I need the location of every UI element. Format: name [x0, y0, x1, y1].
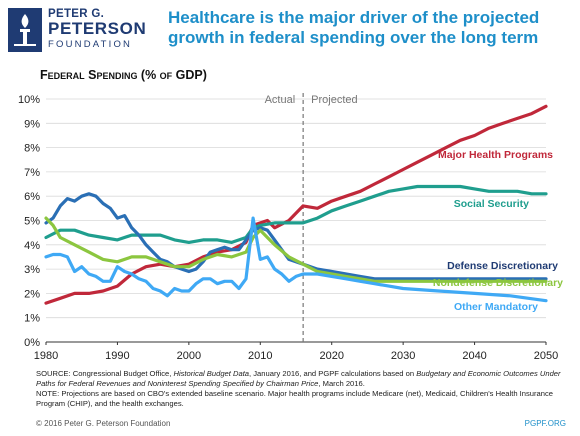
torch-logo-icon: [8, 8, 42, 52]
copyright: © 2016 Peter G. Peterson Foundation: [36, 419, 171, 428]
actual-label: Actual: [265, 94, 296, 106]
site-link[interactable]: PGPF.ORG: [524, 419, 566, 428]
source-prefix: SOURCE: Congressional Budget Office,: [36, 369, 174, 378]
x-tick-label: 2000: [177, 350, 201, 362]
y-tick-label: 3%: [24, 264, 40, 276]
headline: Healthcare is the major driver of the pr…: [168, 8, 540, 47]
peterson-foundation-logo: PETER G. PETERSON FOUNDATION: [8, 8, 158, 58]
x-tick-label: 2040: [462, 350, 486, 362]
source-line: SOURCE: Congressional Budget Office, His…: [36, 369, 572, 389]
logo-line1: PETER G.: [48, 8, 105, 20]
x-tick-label: 2020: [319, 350, 343, 362]
source-suffix: , March 2016.: [318, 379, 365, 388]
y-tick-label: 5%: [24, 216, 40, 228]
series-label-defense-discretionary: Defense Discretionary: [447, 260, 558, 272]
y-tick-label: 1%: [24, 313, 40, 325]
x-tick-label: 1980: [34, 350, 58, 362]
projected-label: Projected: [311, 94, 357, 106]
series-label-social-security: Social Security: [454, 198, 529, 210]
logo-line3: FOUNDATION: [48, 39, 133, 50]
series-label-other-mandatory: Other Mandatory: [454, 301, 538, 313]
source-title-1: Historical Budget Data: [173, 369, 250, 378]
note-line: NOTE: Projections are based on CBO's ext…: [36, 389, 554, 408]
source-mid: , January 2016, and PGPF calculations ba…: [249, 369, 417, 378]
x-tick-label: 2050: [534, 350, 558, 362]
y-tick-label: 9%: [24, 118, 40, 130]
series-line-social-security: [44, 184, 548, 244]
source-title-2: Budgetary and Economic Outcomes Under Pa…: [36, 369, 561, 388]
y-tick-label: 8%: [24, 143, 40, 155]
series-label-major-health-programs: Major Health Programs: [438, 149, 553, 161]
y-tick-label: 0%: [24, 337, 40, 349]
series-label-nondefense-discretionary: Nondefense Discretionary: [433, 277, 563, 289]
series-line-nondefense-discretionary: [44, 216, 548, 283]
series-line-defense-discretionary: [44, 192, 548, 281]
y-tick-label: 4%: [24, 240, 40, 252]
chart-title: Federal Spending (% of GDP): [40, 68, 207, 82]
y-tick-label: 7%: [24, 167, 40, 179]
y-tick-label: 6%: [24, 191, 40, 203]
y-tick-label: 2%: [24, 288, 40, 300]
source-notes: SOURCE: Congressional Budget Office, His…: [36, 369, 572, 409]
x-tick-label: 2030: [391, 350, 415, 362]
federal-spending-line-chart: 0% 1% 2% 3% 4% 5% 6% 7% 8% 9% 10% 1980 1990 2000 2010 2…: [18, 93, 563, 362]
logo-line2: PETERSON: [48, 19, 147, 38]
series-line-other-mandatory: [44, 216, 548, 303]
x-tick-label: 2010: [248, 350, 272, 362]
y-tick-label: 10%: [18, 94, 40, 106]
x-tick-label: 1990: [105, 350, 129, 362]
